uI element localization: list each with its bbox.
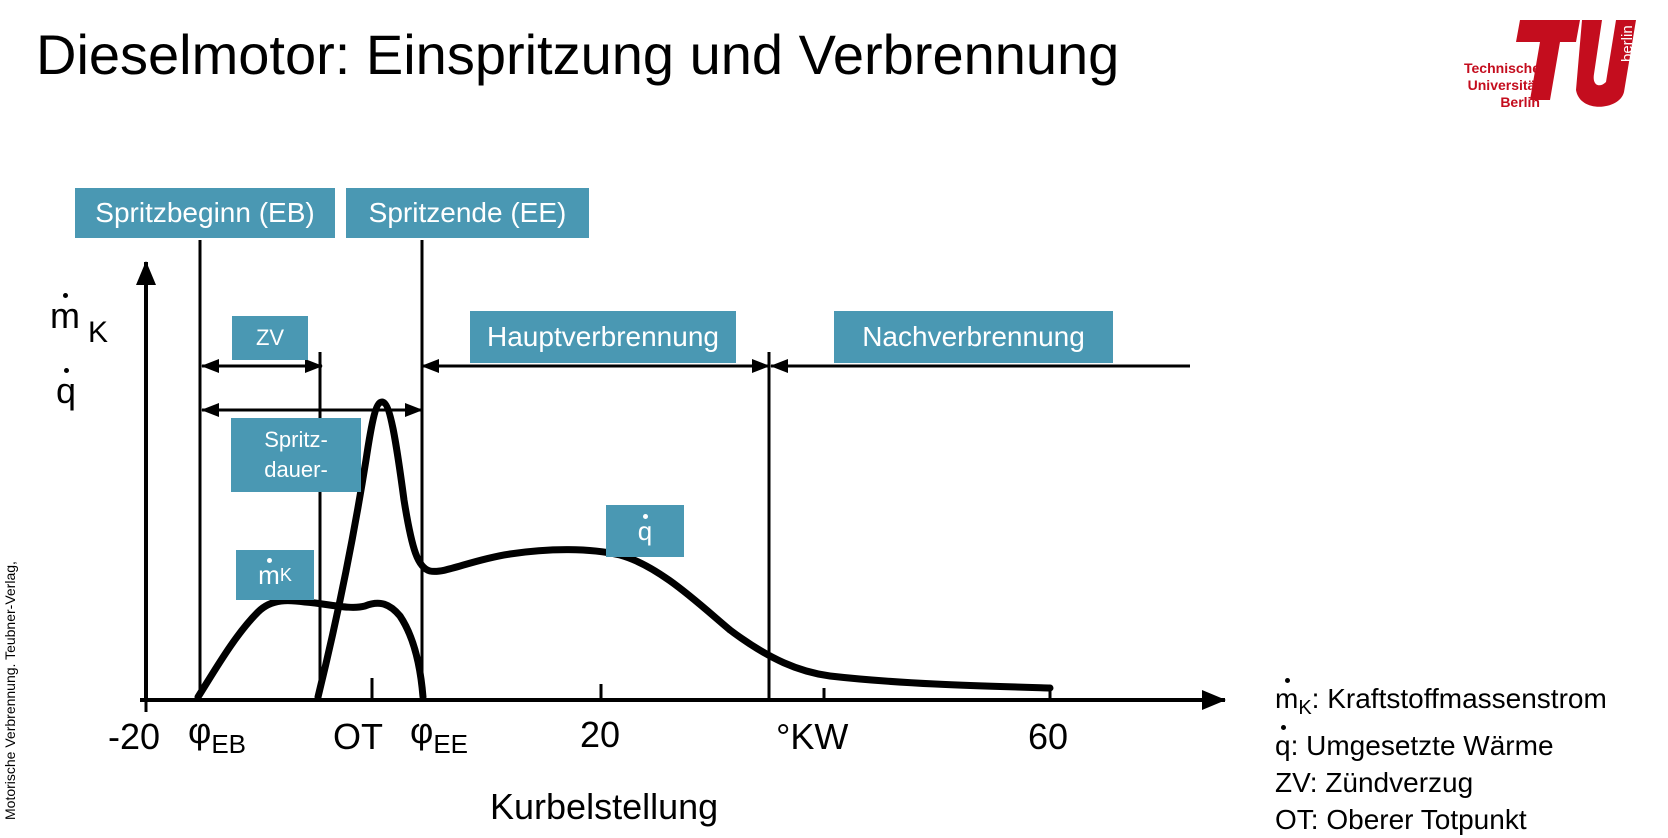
label-spritzende: Spritzende (EE) — [346, 188, 589, 238]
label-nachverbrennung: Nachverbrennung — [834, 311, 1113, 363]
x-tick-phi-eb-sub: EB — [211, 729, 247, 759]
tu-logo-icon: berlin — [1516, 20, 1636, 107]
y-label-q: q — [56, 368, 77, 411]
y-label-mk-sub: K — [88, 316, 109, 349]
x-tick-phi-ee: φEE — [410, 710, 468, 760]
x-tick-minus20: -20 — [108, 716, 161, 757]
legend-q-text: : Umgesetzte Wärme — [1290, 730, 1554, 761]
x-tick-20: 20 — [580, 714, 621, 755]
legend-mk-text: : Kraftstoffmassenstrom — [1311, 683, 1607, 714]
curve-mk — [194, 597, 427, 701]
x-tick-kw: °KW — [776, 716, 849, 757]
logo-line-2: Universität — [1467, 77, 1540, 93]
x-tick-phi-eb-sym: φ — [188, 710, 212, 751]
logo-text: Technische Universität Berlin — [1464, 60, 1540, 111]
curve-q — [314, 398, 1054, 701]
x-tick-ot: OT — [333, 716, 383, 757]
legend-zv: ZV: Zündverzug — [1275, 767, 1474, 798]
slide-title: Dieselmotor: Einspritzung und Verbrennun… — [36, 23, 1120, 86]
legend-q: q: Umgesetzte Wärme — [1275, 725, 1607, 764]
legend-q-sym: q — [1275, 725, 1291, 764]
logo-line-3: Berlin — [1500, 94, 1540, 110]
label-spritzdauer-line-2: dauer- — [264, 457, 328, 482]
label-mk-sub: K — [279, 564, 292, 585]
label-hauptverbrennung: Hauptverbrennung — [470, 311, 736, 363]
label-q: q — [606, 505, 684, 557]
logo-line-1: Technische — [1464, 60, 1540, 76]
label-zv: ZV — [232, 316, 308, 360]
legend-mk: mK: Kraftstoffmassenstrom — [1275, 678, 1607, 727]
legend: mK: Kraftstoffmassenstrom q: Umgesetzte … — [1275, 678, 1607, 838]
x-tick-phi-ee-sub: EE — [433, 729, 469, 759]
legend-mk-sym: m — [1275, 678, 1298, 717]
x-tick-phi-eb: φEB — [188, 710, 246, 760]
x-tick-phi-ee-sym: φ — [410, 710, 434, 751]
label-spritzdauer: Spritz- dauer- — [231, 418, 361, 492]
label-mk-text: m — [258, 557, 280, 590]
label-spritzbeginn: Spritzbeginn (EB) — [75, 188, 335, 238]
label-q-text: q — [637, 513, 653, 546]
label-spritzdauer-line-1: Spritz- — [264, 427, 328, 452]
x-tick-60: 60 — [1028, 716, 1069, 757]
x-axis-label: Kurbelstellung — [490, 786, 719, 827]
legend-ot: OT: Oberer Totpunkt — [1275, 804, 1527, 835]
tu-berlin-logo: berlin Technische Universität Berlin — [1460, 12, 1650, 122]
y-label-q-wrap: q — [56, 368, 77, 412]
logo-vertical-text: berlin — [1619, 25, 1636, 62]
legend-mk-sub: K — [1298, 697, 1312, 719]
y-label-m: m — [50, 293, 80, 336]
